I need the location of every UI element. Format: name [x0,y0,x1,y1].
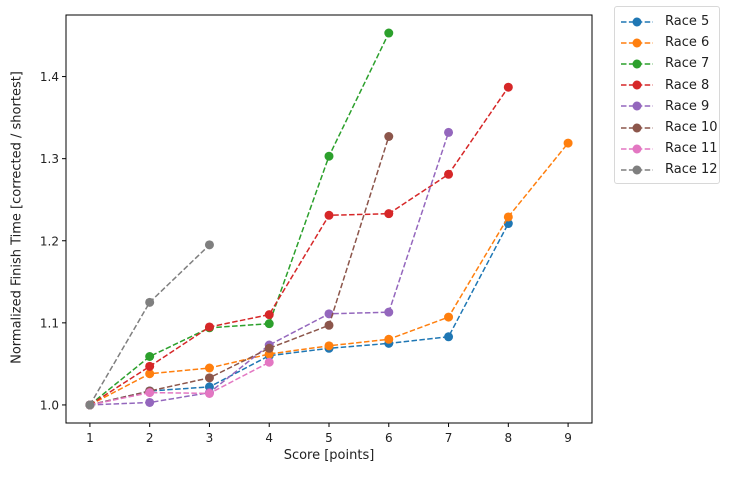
data-point [264,310,274,320]
data-point [384,307,394,317]
data-point [85,400,95,410]
legend-label: Race 9 [665,98,710,114]
legend-marker-icon [621,38,653,48]
legend-marker-icon [621,165,653,175]
y-tick-label: 1.2 [40,234,59,248]
data-point [384,334,394,344]
x-tick-label: 3 [206,431,214,445]
series-race-12 [85,240,214,410]
data-point [145,352,155,362]
y-tick-label: 1.3 [40,152,59,166]
data-point [264,319,274,329]
y-tick-label: 1.1 [40,316,59,330]
data-point [503,82,513,92]
data-point [145,388,155,398]
data-point [444,127,454,137]
x-tick-label: 5 [325,431,333,445]
data-point [384,209,394,219]
y-tick-label: 1.4 [40,70,59,84]
x-tick-label: 7 [445,431,453,445]
series-race-10 [85,131,394,410]
data-point [324,320,334,330]
x-tick-label: 4 [265,431,273,445]
data-point [324,341,334,351]
data-point [264,343,274,353]
data-point [503,212,513,222]
legend-item-race-10: Race 10 [615,117,719,138]
legend-item-race-7: Race 7 [615,53,719,74]
data-point [324,151,334,161]
data-point [204,363,214,373]
x-tick-label: 9 [564,431,572,445]
x-axis-label: Score [points] [283,448,375,463]
y-axis-ticks: 1.0 1.1 1.2 1.3 1.4 [40,70,66,412]
data-point [563,138,573,148]
data-point [145,361,155,371]
data-point [324,210,334,220]
data-point [204,240,214,250]
data-point [204,373,214,383]
series-race-7 [85,28,394,410]
series-layer [85,28,573,410]
legend-label: Race 12 [665,162,718,178]
data-point [204,322,214,332]
legend-marker-icon [621,123,653,133]
legend-item-race-11: Race 11 [615,138,719,159]
legend-label: Race 6 [665,35,710,51]
legend-label: Race 8 [665,77,710,93]
legend-marker-icon [621,144,653,154]
data-point [384,131,394,141]
y-tick-label: 1.0 [40,398,59,412]
series-race-8 [85,82,513,410]
series-race-6 [85,138,573,410]
legend-label: Race 7 [665,56,710,72]
legend-label: Race 11 [665,141,718,157]
series-race-11 [85,357,274,410]
legend-marker-icon [621,101,653,111]
y-axis-label: Normalized Finish Time [corrected / shor… [9,71,25,364]
data-point [145,297,155,307]
x-axis-ticks: 1 2 3 4 5 6 7 8 9 [86,423,572,445]
legend-item-race-6: Race 6 [615,32,719,53]
legend-marker-icon [621,17,653,27]
x-tick-label: 8 [504,431,512,445]
legend-marker-icon [621,80,653,90]
data-point [145,397,155,407]
legend-item-race-8: Race 8 [615,75,719,96]
data-point [444,332,454,342]
legend: Race 5 Race 6 Race 7 Race 8 Race 9 Race … [614,6,720,184]
data-point [264,357,274,367]
data-point [444,169,454,179]
x-tick-label: 1 [86,431,94,445]
legend-label: Race 5 [665,14,710,30]
data-point [204,388,214,398]
legend-item-race-5: Race 5 [615,11,719,32]
data-point [444,312,454,322]
x-tick-label: 6 [385,431,393,445]
data-point [384,28,394,38]
legend-item-race-9: Race 9 [615,96,719,117]
legend-marker-icon [621,59,653,69]
x-tick-label: 2 [146,431,154,445]
legend-label: Race 10 [665,120,718,136]
data-point [145,369,155,379]
series-race-9 [85,127,454,410]
legend-item-race-12: Race 12 [615,159,719,180]
